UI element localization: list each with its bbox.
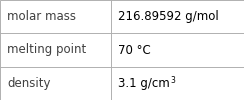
Text: 70 °C: 70 °C: [118, 44, 151, 56]
Text: 3.1 g/cm: 3.1 g/cm: [118, 77, 170, 90]
Text: 216.89592 g/mol: 216.89592 g/mol: [118, 10, 219, 23]
Text: melting point: melting point: [7, 44, 87, 56]
Text: density: density: [7, 77, 51, 90]
Text: molar mass: molar mass: [7, 10, 76, 23]
Text: 3: 3: [170, 76, 175, 85]
